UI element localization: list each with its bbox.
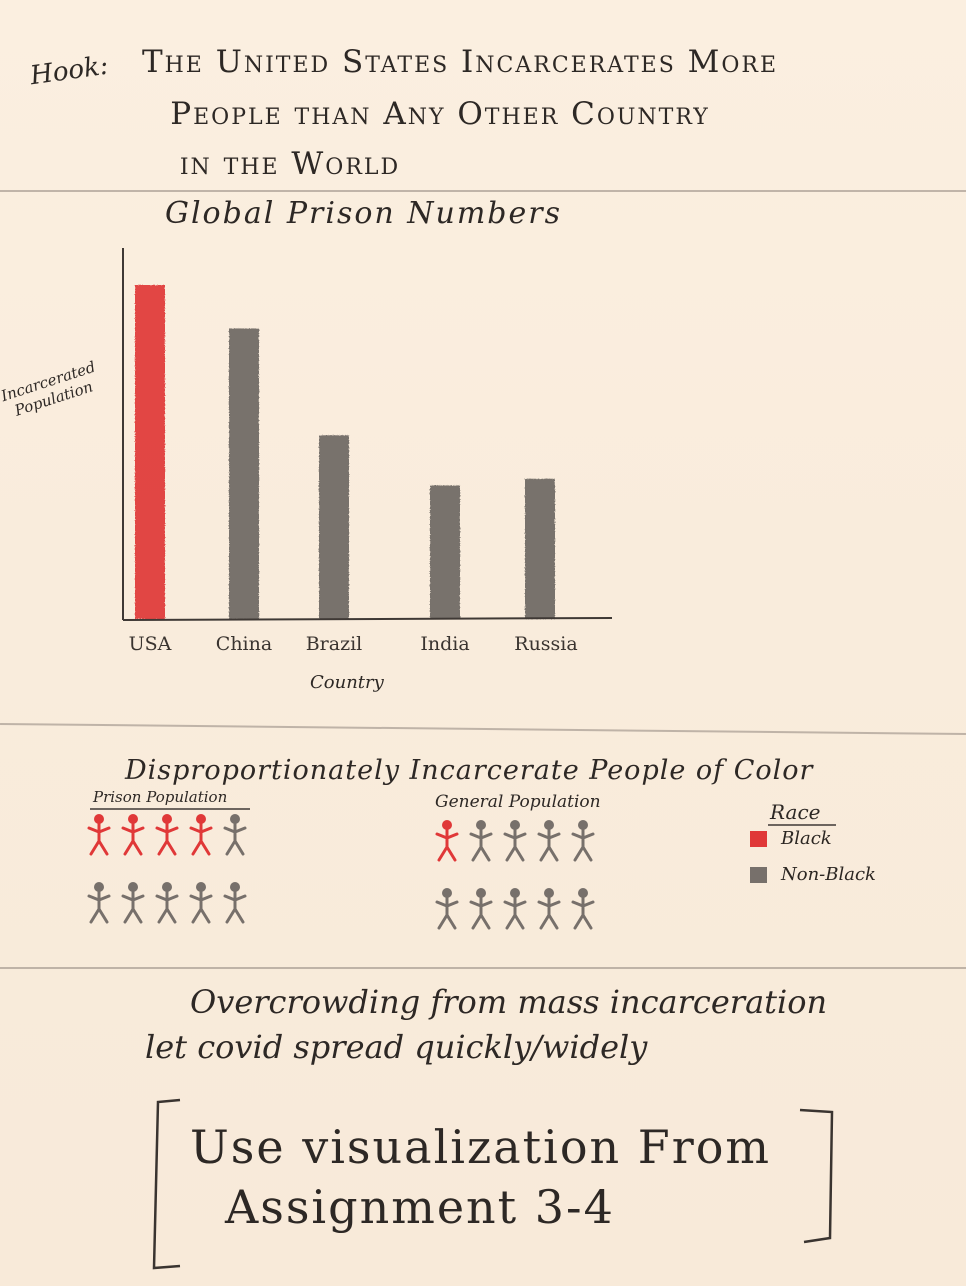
hook-headline-line-2: People than Any Other Country: [170, 96, 710, 132]
person-icon-nonblack: [534, 886, 568, 936]
person-icon-black: [186, 812, 220, 862]
prison-label-underline: [90, 808, 250, 810]
person-icon-nonblack: [186, 880, 220, 930]
legend-title: Race: [770, 800, 821, 824]
person-icon-nonblack: [220, 880, 254, 930]
bar-brazil: [319, 435, 349, 619]
note-line-1: Use visualization From: [190, 1120, 772, 1174]
covid-text-line-2: let covid spread quickly/widely: [145, 1028, 648, 1066]
bar-india: [430, 485, 460, 619]
x-axis-label: Country: [310, 672, 384, 693]
person-icon-nonblack: [568, 818, 602, 868]
x-tick-label-usa: USA: [129, 633, 172, 655]
legend-item-nonblack: Non-Black: [750, 864, 876, 885]
x-axis: [122, 617, 613, 621]
chart-title: Global Prison Numbers: [165, 196, 562, 231]
person-icon-nonblack: [152, 880, 186, 930]
x-tick-label-brazil: Brazil: [306, 633, 363, 655]
x-tick-label-russia: Russia: [514, 633, 577, 655]
general-population-pictogram: [432, 818, 602, 936]
person-icon-black: [118, 812, 152, 862]
person-icon-nonblack: [534, 818, 568, 868]
bar-china: [229, 328, 259, 619]
person-icon-nonblack: [466, 818, 500, 868]
bar-chart: USA China Brazil India Russia: [122, 248, 613, 655]
legend-item-black: Black: [750, 828, 832, 849]
prison-population-pictogram: [84, 812, 254, 930]
general-population-label: General Population: [435, 792, 601, 812]
section-divider-3: [0, 967, 966, 969]
person-icon-nonblack: [500, 886, 534, 936]
note-line-2: Assignment 3-4: [225, 1180, 615, 1234]
person-icon-black: [152, 812, 186, 862]
left-bracket: [152, 1098, 181, 1270]
bar-russia: [525, 478, 555, 619]
person-icon-nonblack: [432, 886, 466, 936]
legend-label-black: Black: [781, 828, 832, 849]
person-icon-nonblack: [466, 886, 500, 936]
right-bracket: [799, 1108, 834, 1244]
prison-population-label: Prison Population: [93, 788, 228, 806]
legend-swatch-black: [750, 830, 767, 847]
hook-label: Hook:: [28, 50, 111, 92]
person-icon-nonblack: [220, 812, 254, 862]
x-tick-label-china: China: [216, 633, 272, 655]
person-icon-nonblack: [84, 880, 118, 930]
person-icon-black: [432, 818, 466, 868]
person-icon-nonblack: [568, 886, 602, 936]
legend-label-nonblack: Non-Black: [781, 864, 876, 885]
person-icon-black: [84, 812, 118, 862]
section2-title: Disproportionately Incarcerate People of…: [125, 755, 814, 786]
note-brackets: [152, 1098, 834, 1270]
bar-usa: [135, 285, 165, 619]
section-divider-2: [0, 722, 966, 736]
person-icon-nonblack: [500, 818, 534, 868]
section-divider-1: [0, 190, 966, 192]
hook-headline-line-3: in the World: [179, 146, 401, 182]
person-icon-nonblack: [118, 880, 152, 930]
x-tick-label-india: India: [420, 633, 469, 655]
hook-headline-line-1: The United States Incarcerates More: [141, 44, 779, 80]
covid-text-line-1: Overcrowding from mass incarceration: [190, 983, 828, 1021]
legend-title-underline: [768, 824, 836, 826]
legend-swatch-nonblack: [750, 866, 767, 883]
